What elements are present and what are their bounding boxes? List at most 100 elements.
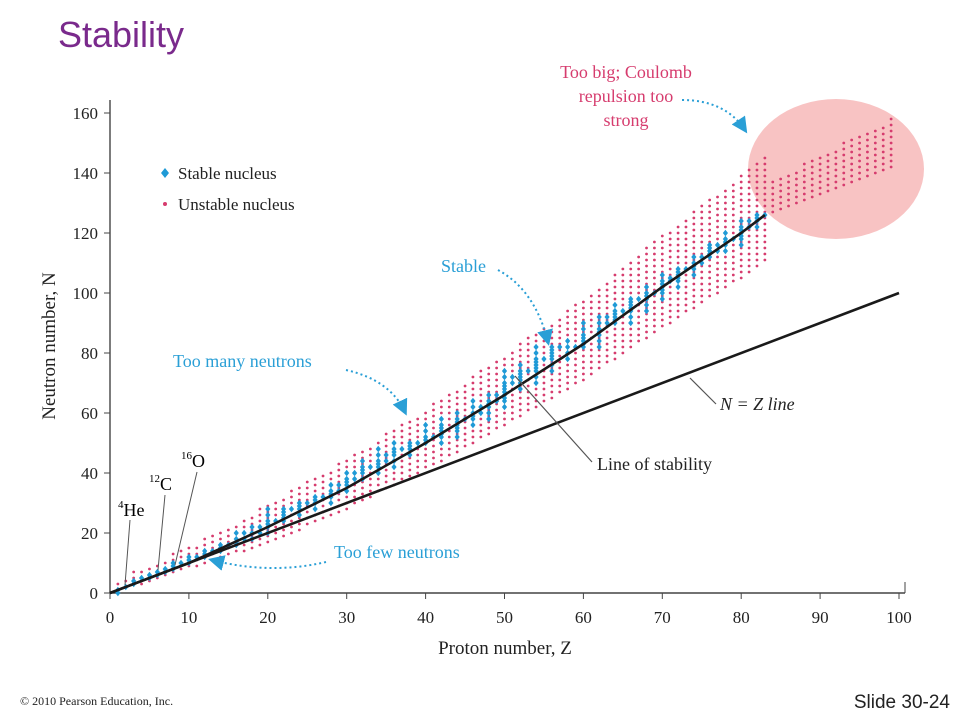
- unstable-nucleus-point: [226, 534, 230, 538]
- unstable-nucleus-point: [858, 177, 861, 181]
- stable-nucleus-point: [580, 325, 586, 333]
- unstable-nucleus-point: [613, 297, 617, 301]
- unstable-nucleus-point: [455, 396, 459, 400]
- stable-nucleus-point: [549, 367, 555, 375]
- unstable-nucleus-point: [724, 279, 727, 283]
- unstable-nucleus-point: [589, 348, 593, 352]
- unstable-nucleus-point: [250, 516, 254, 520]
- unstable-nucleus-point: [637, 261, 641, 265]
- unstable-nucleus-point: [645, 264, 648, 268]
- unstable-nucleus-point: [495, 384, 499, 388]
- unstable-nucleus-point: [629, 291, 633, 295]
- unstable-nucleus-point: [274, 501, 278, 505]
- unstable-nucleus-point: [873, 135, 877, 139]
- stable-nucleus-point: [714, 241, 721, 249]
- unstable-nucleus-point: [211, 558, 214, 562]
- unstable-nucleus-point: [637, 315, 641, 319]
- unstable-nucleus-point: [653, 270, 656, 274]
- unstable-nucleus-point: [582, 300, 585, 304]
- unstable-nucleus-point: [763, 174, 767, 178]
- unstable-nucleus-point: [692, 216, 696, 220]
- stable-nucleus-point: [722, 235, 729, 243]
- unstable-nucleus-point: [424, 417, 427, 421]
- unstable-nucleus-point: [747, 234, 751, 238]
- unstable-nucleus-point: [795, 171, 798, 175]
- stable-nucleus-point: [636, 295, 642, 303]
- x-tick-label: 80: [733, 608, 750, 627]
- unstable-nucleus-point: [724, 213, 727, 217]
- unstable-nucleus-point: [818, 192, 822, 196]
- unstable-nucleus-point: [305, 522, 309, 526]
- unstable-nucleus-point: [219, 537, 222, 541]
- unstable-nucleus-point: [700, 294, 704, 298]
- stable-nucleus-point: [249, 523, 255, 531]
- stable-nucleus-point: [501, 367, 508, 375]
- unstable-nucleus-point: [305, 510, 309, 514]
- unstable-nucleus-point: [455, 402, 459, 406]
- unstable-nucleus-point: [684, 237, 688, 241]
- unstable-nucleus-point: [455, 450, 459, 454]
- stable-nucleus-point: [423, 427, 429, 435]
- unstable-nucleus-point: [574, 333, 577, 337]
- unstable-nucleus-point: [692, 306, 696, 310]
- unstable-nucleus-point: [873, 141, 877, 145]
- unstable-nucleus-point: [495, 378, 499, 382]
- unstable-nucleus-point: [337, 498, 341, 502]
- unstable-nucleus-point: [392, 435, 396, 439]
- unstable-nucleus-point: [763, 162, 767, 166]
- unstable-nucleus-point: [676, 237, 680, 241]
- stable-nucleus-point: [501, 373, 508, 381]
- unstable-nucleus-point: [653, 318, 656, 322]
- stable-nucleus-point: [628, 313, 634, 321]
- unstable-nucleus-point: [787, 192, 790, 196]
- y-tick-label: 100: [73, 284, 99, 303]
- unstable-nucleus-point: [629, 261, 633, 265]
- unstable-nucleus-point: [747, 252, 751, 256]
- unstable-nucleus-point: [802, 168, 806, 172]
- unstable-nucleus-point: [503, 363, 506, 367]
- stable-nucleus-point: [375, 457, 381, 465]
- unstable-nucleus-point: [479, 429, 483, 433]
- y-tick-label: 20: [81, 524, 98, 543]
- unstable-nucleus-point: [550, 390, 554, 394]
- stable-nucleus-point: [415, 439, 421, 447]
- unstable-nucleus-point: [621, 345, 625, 349]
- stable-nucleus-point: [596, 319, 602, 327]
- unstable-nucleus-point: [463, 426, 467, 430]
- unstable-nucleus-point: [889, 165, 893, 169]
- unstable-nucleus-point: [566, 309, 570, 313]
- unstable-nucleus-point: [818, 168, 822, 172]
- unstable-nucleus-point: [708, 228, 712, 232]
- stable-nucleus-point: [557, 343, 563, 351]
- unstable-nucleus-point: [203, 561, 207, 565]
- unstable-nucleus-point: [716, 279, 719, 283]
- unstable-nucleus-point: [866, 144, 869, 148]
- unstable-nucleus-point: [258, 537, 262, 541]
- unstable-nucleus-point: [834, 156, 838, 160]
- unstable-nucleus-point: [597, 288, 601, 292]
- unstable-nucleus-point: [700, 282, 704, 286]
- unstable-nucleus-point: [432, 456, 435, 460]
- unstable-nucleus-point: [597, 360, 601, 364]
- x-tick-label: 40: [417, 608, 434, 627]
- unstable-nucleus-point: [771, 198, 775, 202]
- unstable-nucleus-point: [574, 357, 577, 361]
- unstable-nucleus-point: [597, 294, 601, 298]
- unstable-nucleus-point: [479, 369, 483, 373]
- unstable-nucleus-point: [510, 411, 514, 415]
- unstable-nucleus-point: [621, 273, 625, 277]
- unstable-nucleus-point: [850, 162, 854, 166]
- unstable-nucleus-point: [353, 465, 356, 469]
- unstable-nucleus-point: [297, 522, 301, 526]
- stable-nucleus-point: [509, 373, 515, 381]
- unstable-nucleus-point: [763, 156, 767, 160]
- unstable-nucleus-point: [361, 486, 364, 490]
- unstable-nucleus-point: [439, 411, 443, 415]
- he4-leader: [124, 519, 131, 586]
- unstable-nucleus-point: [558, 372, 562, 376]
- unstable-nucleus-point: [400, 441, 404, 445]
- unstable-nucleus-point: [692, 210, 696, 214]
- unstable-nucleus-point: [345, 465, 349, 469]
- unstable-nucleus-point: [290, 531, 293, 535]
- unstable-nucleus-point: [368, 483, 372, 487]
